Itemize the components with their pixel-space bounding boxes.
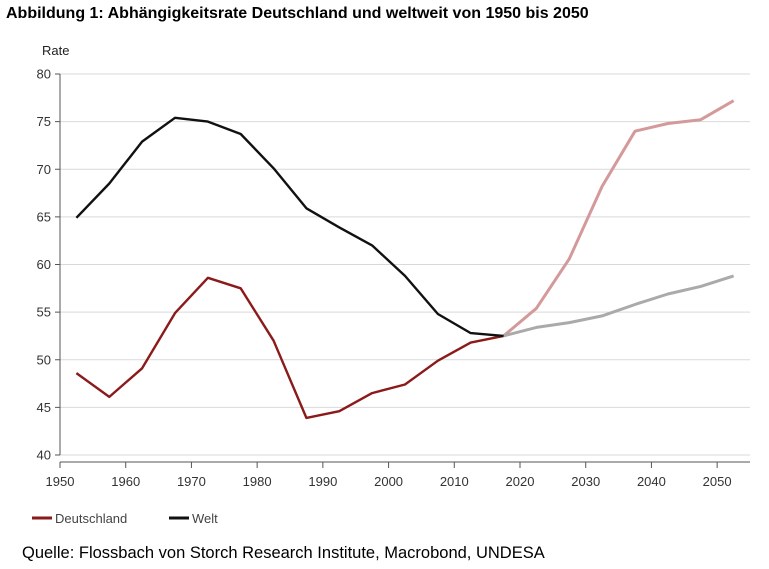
x-tick-label: 1970 bbox=[177, 474, 206, 489]
x-tick-label: 2050 bbox=[703, 474, 732, 489]
source-note: Quelle: Flossbach von Storch Research In… bbox=[22, 544, 545, 562]
series-lines bbox=[75, 99, 735, 420]
y-axis-label: Rate bbox=[42, 43, 69, 58]
x-tick-label: 2040 bbox=[637, 474, 666, 489]
y-tick-label: 65 bbox=[37, 209, 51, 224]
legend: Deutschland Welt bbox=[32, 511, 218, 526]
x-tick-label: 2030 bbox=[571, 474, 600, 489]
chart-title: Abbildung 1: Abhängigkeitsrate Deutschla… bbox=[6, 5, 589, 22]
x-tick-label: 2000 bbox=[374, 474, 403, 489]
legend-label-deutschland: Deutschland bbox=[55, 511, 127, 526]
x-tick-label: 1950 bbox=[46, 474, 75, 489]
series-line-welt bbox=[75, 116, 504, 338]
gridlines bbox=[60, 73, 750, 456]
axes: 40 45 50 55 60 65 70 75 80 Rate 1950 1960 1970 1980 19… bbox=[37, 43, 750, 489]
x-tick-label: 2020 bbox=[506, 474, 535, 489]
y-tick-label: 75 bbox=[37, 114, 51, 129]
x-tick-label: 1980 bbox=[243, 474, 272, 489]
x-tick-label: 1960 bbox=[111, 474, 140, 489]
series-line-deutschland-projection bbox=[502, 99, 735, 338]
y-tick-label: 70 bbox=[37, 162, 51, 177]
y-tick-label: 50 bbox=[37, 352, 51, 367]
y-tick-label: 45 bbox=[37, 400, 51, 415]
y-tick-label: 80 bbox=[37, 67, 51, 82]
series-line-deutschland bbox=[75, 276, 504, 420]
y-tick-label: 60 bbox=[37, 257, 51, 272]
series-line-welt-projection bbox=[503, 274, 735, 338]
y-tick-label: 40 bbox=[37, 448, 51, 463]
y-tick-label: 55 bbox=[37, 305, 51, 320]
x-tick-label: 2010 bbox=[440, 474, 469, 489]
line-chart: 40 45 50 55 60 65 70 75 80 Rate 1950 1960 1970 1980 19… bbox=[32, 43, 750, 526]
x-tick-label: 1990 bbox=[308, 474, 337, 489]
legend-label-welt: Welt bbox=[192, 511, 218, 526]
